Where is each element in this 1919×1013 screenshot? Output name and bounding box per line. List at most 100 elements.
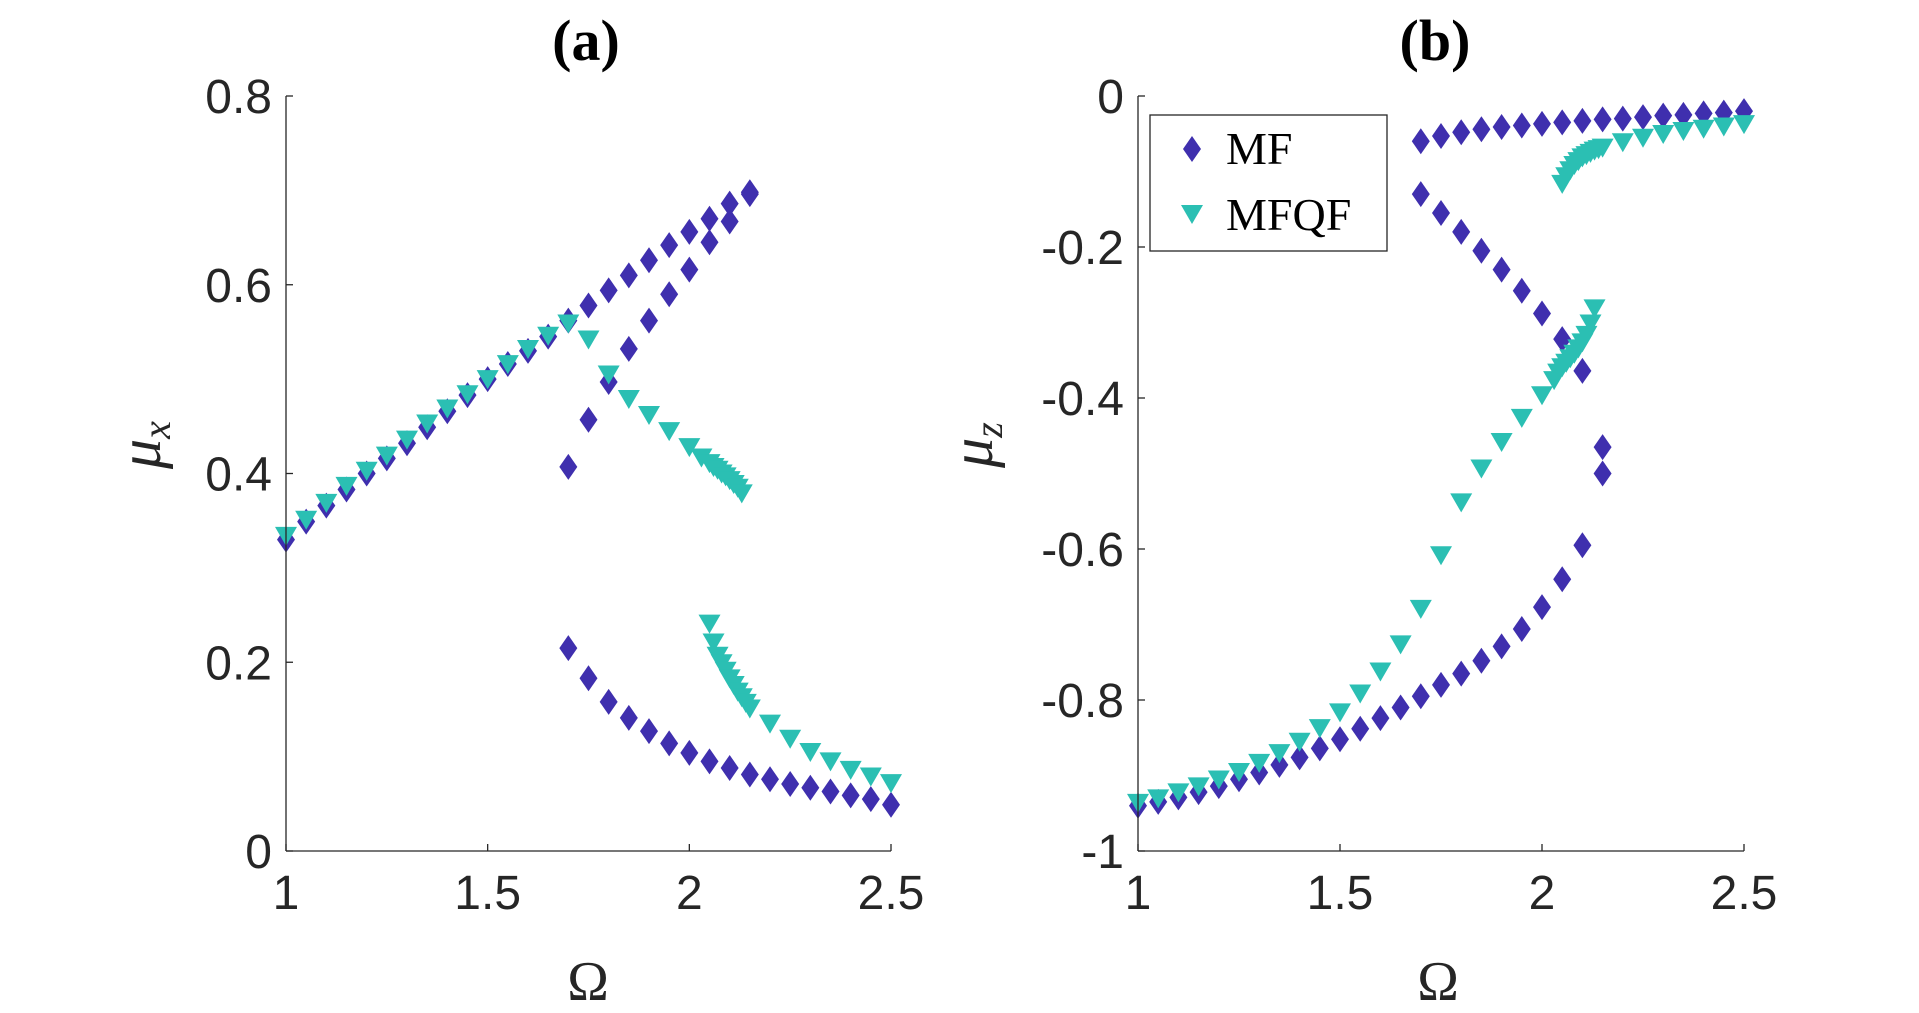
mfqf-point bbox=[1672, 121, 1695, 141]
mf-point bbox=[821, 778, 840, 805]
mf-point bbox=[1512, 277, 1531, 304]
mf-point bbox=[640, 307, 658, 334]
mf-point bbox=[640, 718, 658, 745]
mf-point bbox=[1553, 109, 1572, 136]
mfqf-point bbox=[658, 422, 681, 442]
mf-point bbox=[761, 766, 779, 793]
mf-point bbox=[1472, 647, 1491, 674]
mfqf-point bbox=[335, 476, 358, 496]
mf-point bbox=[680, 218, 699, 245]
mf-point bbox=[599, 277, 618, 304]
mf-point bbox=[1573, 357, 1592, 384]
mf-point bbox=[700, 229, 719, 256]
mfqf-point bbox=[1510, 408, 1533, 428]
mf-point bbox=[1492, 256, 1511, 283]
mfqf-point bbox=[1349, 684, 1372, 704]
panel-a-y-tick-label: 0 bbox=[245, 826, 272, 879]
panel-a-y-axis-label: μx bbox=[107, 421, 179, 470]
mf-point bbox=[1492, 633, 1511, 660]
mf-point bbox=[579, 292, 598, 319]
mfqf-point bbox=[738, 699, 761, 719]
panel-b-y-tick-label: 0 bbox=[1097, 71, 1124, 124]
mfqf-point bbox=[1369, 662, 1392, 682]
panel-a-x-axis-label: Ω bbox=[567, 951, 609, 1013]
mfqf-point bbox=[1632, 128, 1654, 148]
mf-point bbox=[1411, 683, 1430, 710]
mf-point bbox=[1411, 128, 1430, 155]
panel-b-x-axis-label: Ω bbox=[1417, 951, 1459, 1013]
mf-point bbox=[1533, 594, 1551, 621]
mfqf-point bbox=[1288, 732, 1311, 752]
mf-point bbox=[740, 761, 759, 788]
mf-point bbox=[720, 754, 739, 781]
mf-point bbox=[680, 256, 699, 283]
legend-entry-mfqf: MFQF bbox=[1181, 189, 1351, 240]
mfqf-point bbox=[759, 714, 781, 734]
mf-point bbox=[1613, 105, 1632, 132]
mf-point bbox=[1593, 434, 1612, 461]
mfqf-point bbox=[315, 493, 338, 513]
panel-a-y-tick-label: 0.6 bbox=[205, 260, 272, 313]
mf-point bbox=[559, 635, 578, 662]
mfqf-point bbox=[1430, 546, 1452, 566]
mf-point bbox=[861, 786, 880, 813]
legend-entry-mf: MF bbox=[1183, 123, 1292, 174]
mf-point bbox=[619, 262, 638, 289]
mf-point bbox=[1351, 715, 1370, 742]
panel-a-y-tick-label: 0.2 bbox=[205, 637, 272, 690]
mf-point bbox=[1331, 726, 1349, 753]
mf-point bbox=[1573, 107, 1592, 134]
mfqf-point bbox=[436, 399, 459, 419]
mfqf-point bbox=[355, 461, 378, 481]
mf-point bbox=[619, 335, 638, 362]
mf-point bbox=[1371, 705, 1390, 732]
mf-point bbox=[700, 205, 719, 232]
mfqf-point bbox=[1611, 133, 1634, 153]
mfqf-point bbox=[1692, 119, 1715, 139]
mf-point bbox=[1452, 660, 1471, 687]
mfqf-point bbox=[1389, 635, 1412, 655]
mf-point bbox=[1432, 671, 1450, 698]
panel-b-y-tick-label: -0.4 bbox=[1041, 373, 1124, 426]
panel-a-x-tick-label: 2 bbox=[676, 867, 703, 920]
mf-point bbox=[1411, 181, 1430, 208]
mf-point bbox=[660, 232, 679, 259]
mfqf-point bbox=[1450, 493, 1473, 513]
mfqf-point bbox=[880, 774, 902, 794]
mf-point bbox=[1533, 300, 1551, 327]
panel-a-y-axis-symbol: μ bbox=[107, 439, 173, 470]
mfqf-point bbox=[1248, 753, 1271, 773]
panel-b-x-tick-label: 1.5 bbox=[1307, 867, 1374, 920]
panel-a-x-tick-label: 1 bbox=[273, 867, 300, 920]
mfqf-point bbox=[1167, 783, 1190, 803]
legend-mf-label: MF bbox=[1226, 123, 1292, 174]
mf-point bbox=[781, 770, 800, 797]
panel-b-axes: 1 1.5 2 2.5 0 -0.2 -0.4 -0.6 -0.8 -1 bbox=[1041, 71, 1777, 920]
panel-a-y-axis-subscript: x bbox=[134, 421, 179, 440]
mf-point bbox=[1432, 200, 1450, 227]
mf-point bbox=[1452, 218, 1471, 245]
mfqf-point bbox=[799, 742, 822, 762]
panel-a-y-tick-label: 0.4 bbox=[205, 449, 272, 502]
mf-point bbox=[740, 181, 759, 208]
panel-a-markers bbox=[275, 179, 902, 818]
mf-point bbox=[1391, 694, 1410, 721]
mf-point bbox=[599, 688, 618, 715]
mfqf-point bbox=[1712, 117, 1735, 137]
panel-a: (a) 1 1.5 2 2.5 0 0.2 0.4 0.6 0.8 Ω μx bbox=[107, 8, 924, 1013]
mf-point bbox=[1573, 532, 1592, 559]
panel-b-y-axis-symbol: μ bbox=[939, 438, 1005, 469]
mf-point bbox=[619, 704, 638, 731]
mf-point bbox=[1310, 735, 1329, 762]
mf-point bbox=[801, 774, 820, 801]
panel-b-y-tick-label: -0.2 bbox=[1041, 222, 1124, 275]
mf-point bbox=[1593, 106, 1612, 133]
mfqf-point bbox=[617, 390, 640, 409]
panel-b-y-axis-subscript: z bbox=[966, 422, 1011, 439]
mf-point bbox=[680, 739, 699, 766]
mfqf-point bbox=[1268, 744, 1291, 764]
panel-a-title: (a) bbox=[552, 8, 620, 73]
mfqf-point bbox=[1308, 719, 1331, 739]
mf-point bbox=[1533, 110, 1551, 137]
panel-a-axes: 1 1.5 2 2.5 0 0.2 0.4 0.6 0.8 bbox=[205, 71, 924, 920]
